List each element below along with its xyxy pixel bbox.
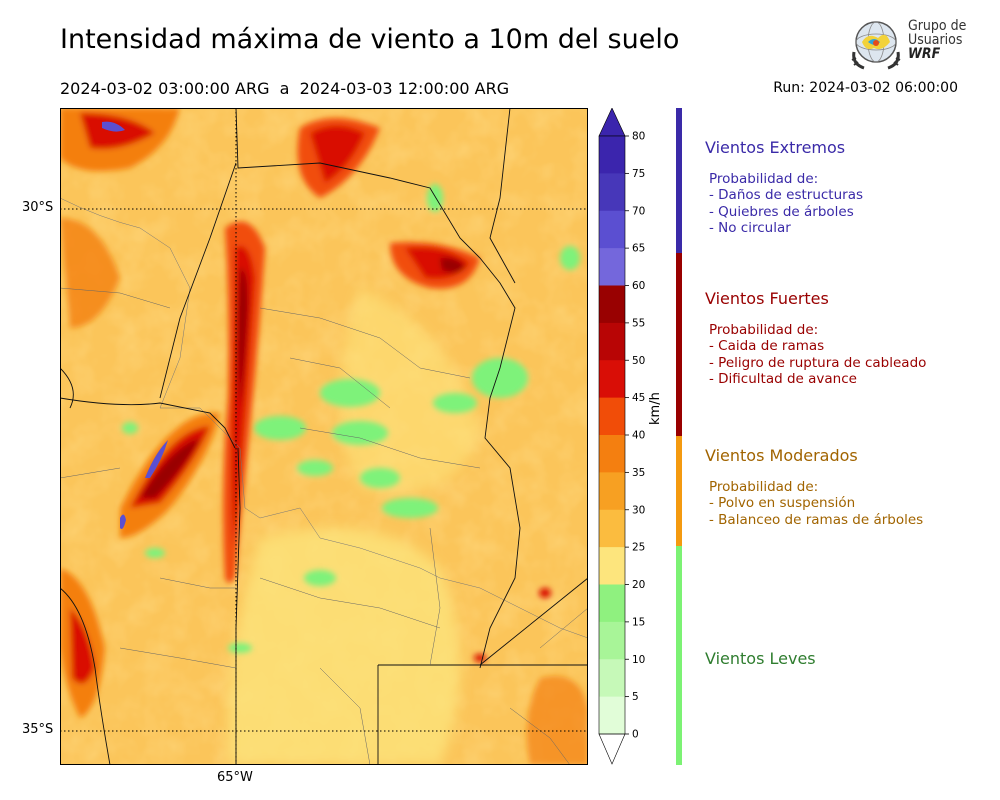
- colorbar-under-triangle: [598, 733, 626, 765]
- colorbar-tick-label: 30: [632, 504, 645, 516]
- colorbar-segment: [599, 173, 625, 212]
- category-bar: [676, 436, 682, 546]
- colorbar-segment: [599, 584, 625, 623]
- colorbar-segment: [599, 621, 625, 660]
- category-strong: Vientos Fuertes Probabilidad de: - Caida…: [705, 289, 995, 387]
- colorbar-tick-label: 65: [632, 243, 645, 255]
- colorbar-segment: [599, 509, 625, 548]
- colorbar-segment: [599, 322, 625, 361]
- category-bar: [676, 546, 682, 765]
- colorbar-over-triangle: [598, 108, 626, 137]
- category-bars: [676, 108, 682, 765]
- wind-map: [60, 108, 588, 765]
- colorbar-tick-label: 20: [632, 579, 645, 591]
- colorbar-tick-label: 60: [632, 280, 645, 292]
- category-bar: [676, 108, 682, 253]
- colorbar-tick-label: 70: [632, 205, 645, 217]
- colorbar-segment: [599, 360, 625, 399]
- colorbar-segment: [599, 472, 625, 511]
- lat-label-35s: 35°S: [22, 722, 54, 737]
- colorbar-tick-label: 35: [632, 467, 645, 479]
- category-moderate-title: Vientos Moderados: [705, 446, 858, 465]
- lat-label-30s: 30°S: [22, 200, 54, 215]
- graticule: [60, 108, 588, 765]
- logo-line-2: Usuarios: [908, 32, 963, 48]
- map-frame: [60, 108, 588, 765]
- colorbar-tick-label: 15: [632, 616, 645, 628]
- category-strong-desc: Probabilidad de: - Caida de ramas - Peli…: [709, 322, 927, 387]
- colorbar-unit: km/h: [648, 392, 663, 425]
- lon-label-65w: 65°W: [217, 770, 253, 785]
- logo: Grupo de Usuarios WRF: [848, 16, 978, 72]
- colorbar-tick-label: 0: [632, 729, 639, 741]
- globe-logo-icon: [851, 21, 901, 70]
- colorbar-segment: [599, 136, 625, 174]
- colorbar-tick-label: 5: [632, 691, 639, 703]
- colorbar-segment: [599, 659, 625, 698]
- colorbar-tick-label: 55: [632, 317, 645, 329]
- colorbar-tick-label: 75: [632, 168, 645, 180]
- category-light: Vientos Leves: [705, 649, 995, 668]
- run-time: Run: 2024-03-02 06:00:00: [773, 80, 958, 96]
- category-moderate: Vientos Moderados Probabilidad de: - Pol…: [705, 446, 995, 528]
- category-light-title: Vientos Leves: [705, 649, 816, 668]
- colorbar-segment: [599, 285, 625, 324]
- category-strong-title: Vientos Fuertes: [705, 289, 829, 308]
- strong-wind-areas: [60, 108, 588, 765]
- colorbar-tick-label: 25: [632, 542, 645, 554]
- colorbar-tick-label: 45: [632, 392, 645, 404]
- colorbar-segment: [599, 210, 625, 249]
- colorbar-segment: [599, 397, 625, 436]
- category-extreme: Vientos Extremos Probabilidad de: - Daño…: [705, 138, 995, 236]
- map-title: Intensidad máxima de viento a 10m del su…: [60, 24, 680, 55]
- logo-line-1: Grupo de: [908, 18, 967, 34]
- colorbar: 0 5 10 15 20 25 30 35 40 45 50 55 60 65 70 75 80: [598, 108, 645, 765]
- colorbar-segment: [599, 435, 625, 473]
- extreme-wind-areas: [102, 121, 168, 529]
- category-extreme-desc: Probabilidad de: - Daños de estructuras …: [709, 171, 864, 236]
- colorbar-segment: [599, 248, 625, 286]
- forecast-period: 2024-03-02 03:00:00 ARG a 2024-03-03 12:…: [60, 79, 510, 98]
- colorbar-segment: [599, 547, 625, 585]
- colorbar-segment: [599, 696, 625, 735]
- boundaries: [60, 108, 588, 765]
- calm-wind-areas: [122, 184, 580, 653]
- logo-line-3: WRF: [908, 46, 941, 62]
- category-moderate-desc: Probabilidad de: - Polvo en suspensión -…: [709, 479, 924, 528]
- category-extreme-title: Vientos Extremos: [705, 138, 846, 157]
- colorbar-tick-label: 40: [632, 430, 645, 442]
- colorbar-tick-label: 50: [632, 355, 645, 367]
- colorbar-tick-label: 10: [632, 654, 645, 666]
- colorbar-tick-label: 80: [632, 131, 645, 143]
- category-bar: [676, 253, 682, 436]
